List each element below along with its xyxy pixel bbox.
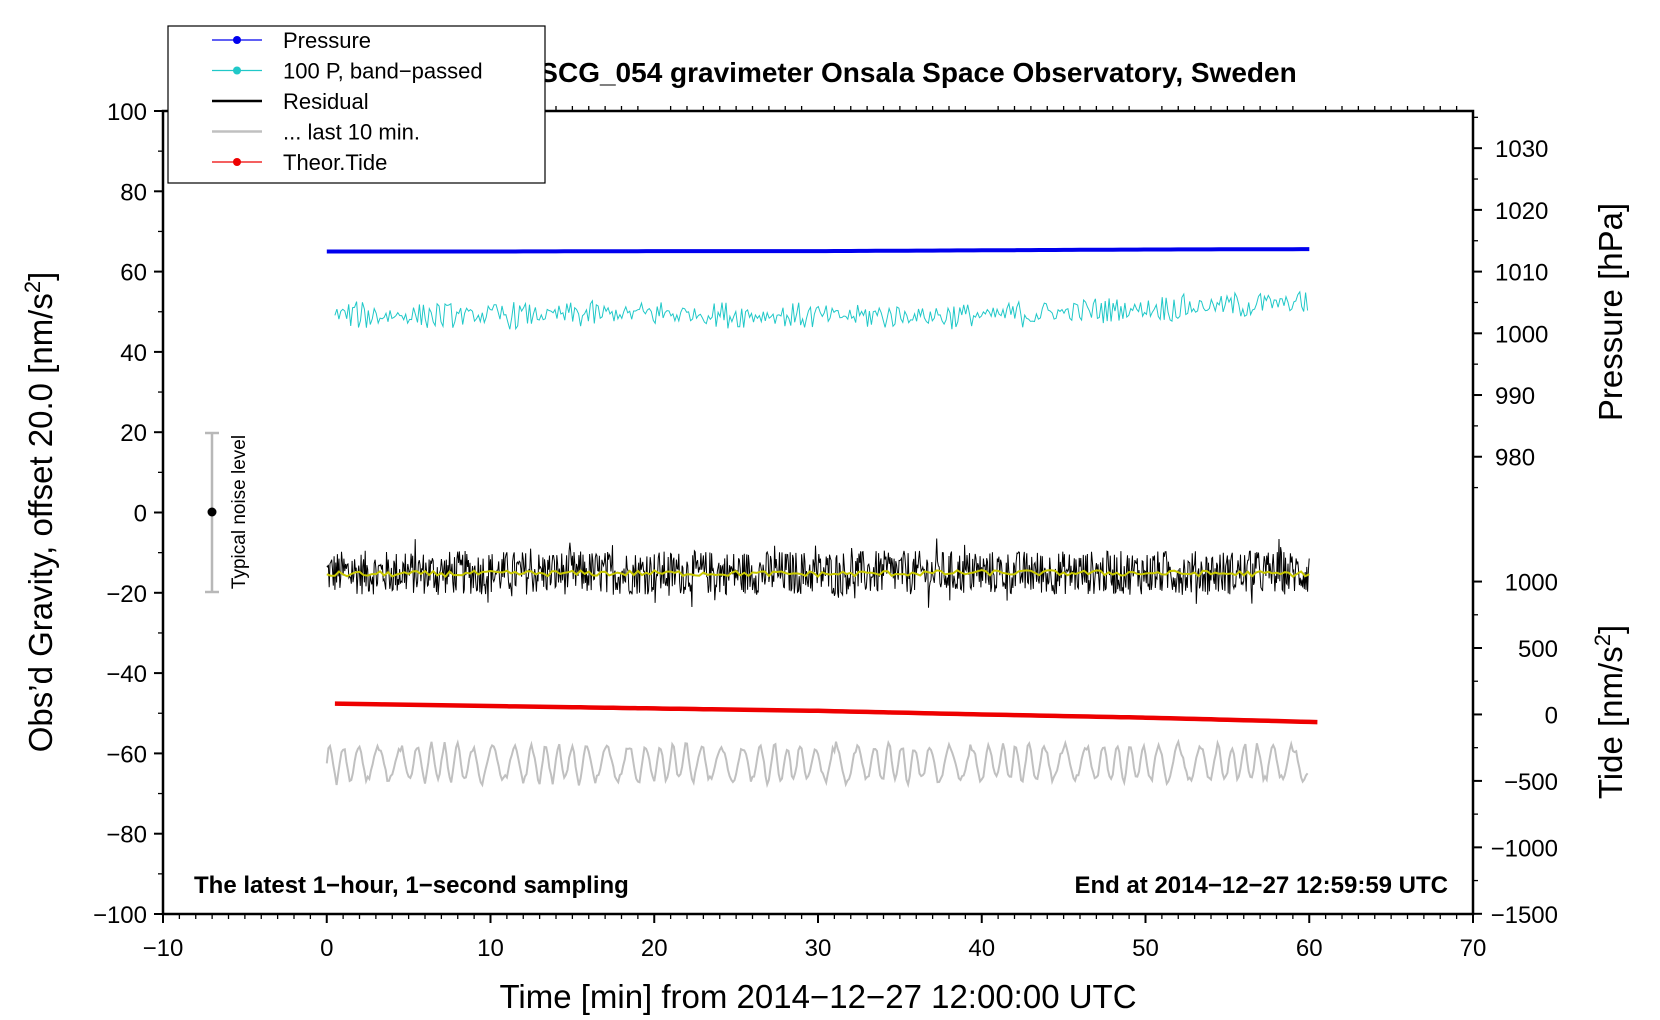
pressure-tick-label: 1020	[1495, 198, 1548, 225]
y-tick-label: −60	[106, 741, 147, 768]
y-tick-label: −80	[106, 822, 147, 849]
y-tick-label: 80	[120, 179, 147, 206]
tide-tick-label: 1000	[1505, 570, 1558, 597]
x-axis-title: Time [min] from 2014−12−27 12:00:00 UTC	[499, 978, 1136, 1015]
y-tick-label: 40	[120, 340, 147, 367]
pressure-tick-label: 1000	[1495, 321, 1548, 348]
legend-label: Theor.Tide	[283, 150, 387, 175]
series-pressure	[326, 247, 1310, 254]
legend-label: ... last 10 min.	[283, 120, 420, 145]
x-tick-label: 60	[1296, 935, 1323, 962]
legend-items: Pressure 100 P, band−passed Residual ... la…	[212, 28, 483, 175]
x-tick-label: 40	[968, 935, 995, 962]
tide-tick-label: 0	[1545, 702, 1558, 729]
x-tick-label: 20	[641, 935, 668, 962]
y-axis-title-tide: Tide [nm/s2]	[1590, 625, 1630, 799]
series-layer	[325, 247, 1318, 789]
legend-box	[167, 25, 546, 184]
y-tick-label: 60	[120, 260, 147, 287]
noise-level-label: Typical noise level	[229, 435, 250, 589]
annotation-end-time: End at 2014−12−27 12:59:59 UTC	[1074, 872, 1448, 899]
tide-tick-label: −500	[1504, 769, 1558, 796]
chart-title: SCG_054 gravimeter Onsala Space Observat…	[539, 57, 1296, 88]
x-tick-label: 50	[1132, 935, 1159, 962]
series-band-passed	[334, 290, 1309, 331]
legend-swatch-dot	[233, 36, 241, 44]
pressure-tick-label: 1030	[1495, 136, 1548, 163]
y-tick-label: −100	[93, 902, 147, 929]
pressure-tick-label: 990	[1495, 383, 1535, 410]
tide-tick-label: −1500	[1491, 902, 1558, 929]
x-tick-label: 0	[320, 935, 333, 962]
y-axis-title-left: Obs’d Gravity, offset 20.0 [nm/s2]	[20, 272, 60, 753]
x-tick-label: −10	[143, 935, 184, 962]
x-tick-label: 30	[805, 935, 832, 962]
pressure-tick-label: 1010	[1495, 260, 1548, 287]
y-tick-label: 20	[120, 420, 147, 447]
x-tick-label: 70	[1460, 935, 1487, 962]
annotation-sampling: The latest 1−hour, 1−second sampling	[194, 872, 629, 899]
noise-bar-center-dot	[207, 507, 217, 517]
y-tick-label: 0	[134, 501, 147, 528]
legend-label: Residual	[283, 89, 369, 114]
y-axis-title-pressure: Pressure [hPa]	[1592, 203, 1629, 421]
legend: Pressure 100 P, band−passed Residual ... la…	[167, 25, 546, 184]
legend-label: Pressure	[283, 28, 371, 53]
tide-tick-label: −1000	[1491, 835, 1558, 862]
pressure-tick-label: 980	[1495, 445, 1535, 472]
y-tick-label: −20	[106, 581, 147, 608]
legend-label: 100 P, band−passed	[283, 59, 483, 84]
series-residual	[326, 538, 1310, 608]
y-tick-label: 100	[107, 99, 147, 126]
y-tick-label: −40	[106, 661, 147, 688]
series-theor-tide	[334, 701, 1318, 725]
legend-swatch-dot	[233, 158, 241, 166]
x-tick-label: 10	[477, 935, 504, 962]
noise-level-marker: Typical noise level	[205, 431, 250, 594]
legend-swatch-dot	[233, 66, 241, 75]
axis-layer: −10 0 10 20 30 40 50 60 70−100−80−60−40−20020406…	[93, 99, 1558, 962]
series-smoothed	[326, 568, 1310, 578]
series-last-10-min	[325, 738, 1309, 789]
tide-tick-label: 500	[1518, 636, 1558, 663]
plot-frame	[161, 109, 1475, 916]
